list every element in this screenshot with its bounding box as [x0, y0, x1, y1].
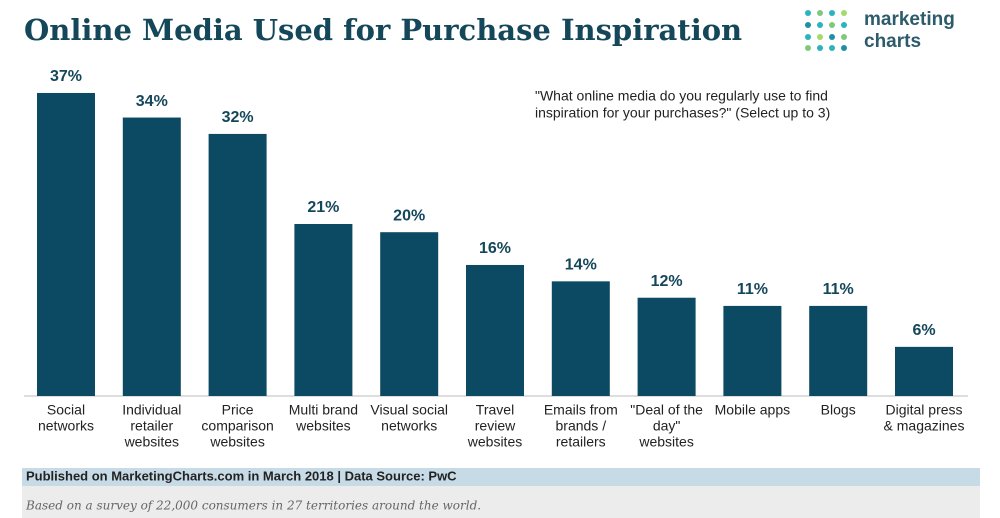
x-tick-label: comparison: [201, 418, 273, 434]
x-tick-label: Blogs: [821, 402, 856, 418]
value-label: 32%: [222, 109, 254, 126]
x-tick-label: Travel: [476, 402, 514, 418]
bar: [208, 133, 267, 397]
x-tick-label: networks: [381, 418, 437, 434]
x-tick-label: review: [475, 418, 516, 434]
value-label: 20%: [393, 207, 425, 224]
x-tick-label: websites: [638, 434, 693, 450]
bar: [551, 281, 610, 396]
bar: [380, 232, 439, 396]
logo-text: charts: [864, 31, 921, 52]
value-label: 11%: [823, 281, 854, 298]
x-tick-label: retailers: [556, 434, 606, 450]
x-tick-label: Social: [47, 402, 85, 418]
bar: [637, 297, 696, 396]
x-tick-label: Emails from: [544, 402, 618, 418]
x-tick-label: retailer: [130, 418, 173, 434]
bar: [723, 305, 782, 396]
x-tick-label: Digital press: [885, 402, 962, 418]
value-label: 21%: [307, 199, 339, 216]
x-tick-label: networks: [38, 418, 94, 434]
x-tick-label: "Deal of the: [630, 402, 703, 418]
bar: [466, 264, 524, 396]
x-tick-label: websites: [124, 434, 179, 450]
subtitle: "What online media do you regularly use …: [535, 88, 828, 104]
bar: [294, 224, 353, 396]
footer-band: [22, 468, 980, 486]
x-tick-label: websites: [467, 434, 522, 450]
value-label: 14%: [565, 257, 597, 274]
value-label: 11%: [737, 281, 768, 298]
value-label: 6%: [912, 322, 935, 339]
x-tick-label: websites: [295, 418, 350, 434]
chart-title: Online Media Used for Purchase Inspirati…: [24, 13, 742, 47]
logo-dots: [805, 10, 847, 51]
note-band: [22, 486, 980, 518]
logo-text: marketing: [864, 9, 955, 30]
bar: [122, 117, 181, 396]
x-tick-label: Mobile apps: [715, 402, 791, 418]
footer: Published on MarketingCharts.com in Marc…: [26, 468, 457, 483]
x-tick-label: Visual social: [370, 402, 448, 418]
value-label: 16%: [479, 240, 511, 257]
value-label: 12%: [651, 273, 683, 290]
bar: [37, 92, 95, 396]
x-tick-label: Price: [222, 402, 254, 418]
subtitle: inspiration for your purchases?" (Select…: [535, 105, 830, 121]
bar: [895, 346, 953, 396]
bar: [809, 305, 868, 396]
x-tick-label: & magazines: [884, 418, 965, 434]
x-tick-label: Multi brand: [289, 402, 358, 418]
note: Based on a survey of 22,000 consumers in…: [25, 499, 481, 513]
value-label: 37%: [50, 68, 82, 85]
x-tick-label: day": [653, 418, 681, 434]
x-tick-label: brands /: [556, 418, 607, 434]
x-tick-label: Individual: [122, 402, 181, 418]
x-tick-label: websites: [209, 434, 264, 450]
value-label: 34%: [136, 93, 168, 110]
